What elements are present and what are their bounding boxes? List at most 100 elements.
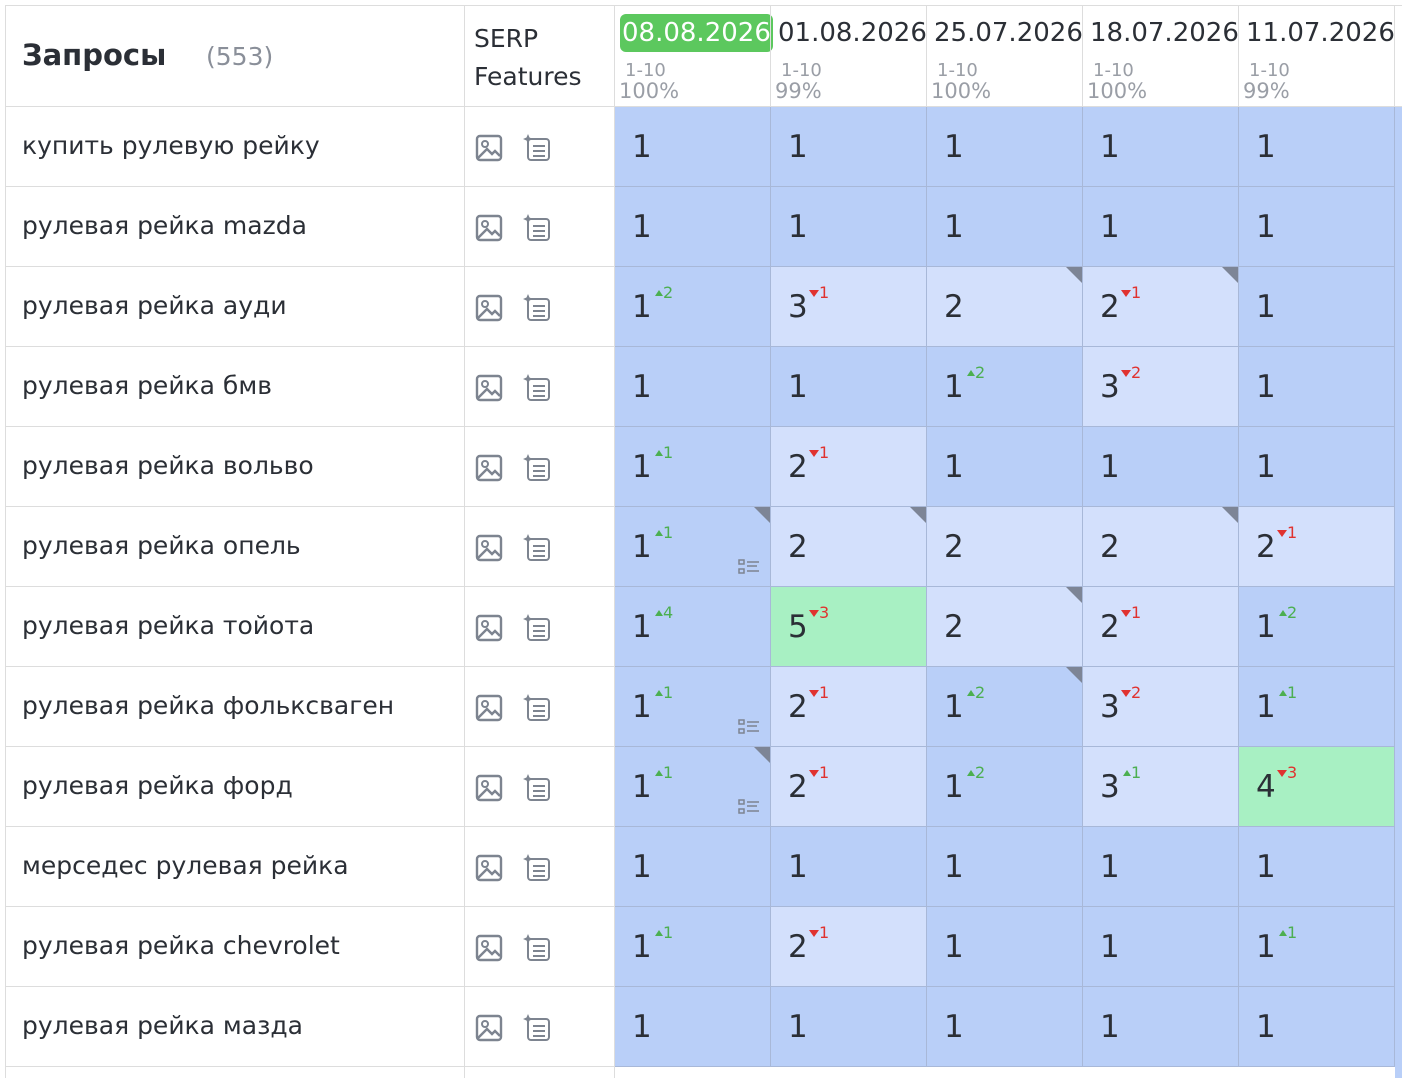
- row-border: [5, 426, 615, 427]
- position-cell: 2: [1083, 507, 1239, 587]
- ai-icon: [522, 452, 552, 486]
- position-cell: 1: [1239, 987, 1395, 1067]
- query: рулевая рейка тойота: [22, 611, 315, 640]
- position-cell: 1: [615, 827, 771, 907]
- change: 1: [663, 683, 674, 702]
- position: 1: [788, 209, 808, 245]
- ai-icon: [522, 212, 552, 246]
- position-cell: 2: [927, 587, 1083, 667]
- position: 2: [1100, 609, 1120, 645]
- ai-icon: [522, 532, 552, 566]
- position-cell: 1: [927, 827, 1083, 907]
- row-border: [5, 986, 615, 987]
- corner-flag: [754, 507, 770, 523]
- range: 1-10: [781, 60, 822, 81]
- range: 1-10: [1249, 60, 1290, 81]
- trend-arrow: [809, 770, 819, 777]
- date: 08.08.2026: [620, 14, 773, 52]
- position: 1: [1256, 369, 1276, 405]
- share: 100%: [619, 79, 680, 103]
- position-cell: 1: [1239, 347, 1395, 427]
- title: Запросы: [22, 38, 167, 72]
- serp-header: SERP Features: [474, 24, 582, 91]
- col-border: [770, 5, 771, 107]
- ai-icon: [522, 612, 552, 646]
- image-icon: [474, 373, 504, 407]
- left-border: [5, 5, 6, 1078]
- trend-arrow: [967, 690, 975, 696]
- position: 1: [1256, 609, 1276, 645]
- count: (553): [206, 42, 274, 71]
- position: 1: [1256, 929, 1276, 965]
- image-icon: [474, 613, 504, 647]
- position: 1: [632, 289, 652, 325]
- change: 1: [1287, 683, 1298, 702]
- trend-arrow: [967, 770, 975, 776]
- position-cell: 1: [927, 187, 1083, 267]
- corner-flag: [1222, 507, 1238, 523]
- position: 2: [944, 609, 964, 645]
- change: 2: [975, 683, 986, 702]
- position: 1: [944, 129, 964, 165]
- change: 1: [1287, 923, 1298, 942]
- position: 1: [944, 689, 964, 725]
- position: 2: [788, 449, 808, 485]
- position: 1: [1100, 129, 1120, 165]
- snippet-icon: [738, 799, 760, 819]
- position: 1: [632, 129, 652, 165]
- position-cell: 2: [927, 507, 1083, 587]
- position: 1: [944, 209, 964, 245]
- row-border: [5, 666, 615, 667]
- position: 1: [944, 1009, 964, 1045]
- position-cell: 1: [771, 347, 927, 427]
- position: 1: [788, 1009, 808, 1045]
- range: 1-10: [937, 60, 978, 81]
- image-icon: [474, 773, 504, 807]
- change: 1: [819, 443, 830, 462]
- position-cell: 1: [1083, 427, 1239, 507]
- corner-flag: [1066, 587, 1082, 603]
- range: 1-10: [1093, 60, 1134, 81]
- position: 1: [788, 369, 808, 405]
- image-icon: [474, 133, 504, 167]
- trend-arrow: [809, 690, 819, 697]
- position-cell: 1: [1239, 427, 1395, 507]
- position-cell: 1: [771, 827, 927, 907]
- query: рулевая рейка бмв: [22, 371, 272, 400]
- change: 1: [663, 763, 674, 782]
- corner-flag: [1222, 267, 1238, 283]
- position: 1: [1256, 849, 1276, 885]
- trend-arrow: [655, 770, 663, 776]
- ai-icon: [522, 772, 552, 806]
- change: 1: [819, 923, 830, 942]
- share: 100%: [1087, 79, 1148, 103]
- position: 1: [944, 769, 964, 805]
- change: 4: [663, 603, 674, 622]
- position-cell: 1: [927, 427, 1083, 507]
- date: 18.07.2026: [1090, 18, 1239, 48]
- position: 2: [1100, 529, 1120, 565]
- query: рулевая рейка chevrolet: [22, 931, 340, 960]
- position-cell: 1: [1083, 827, 1239, 907]
- position: 2: [1100, 289, 1120, 325]
- row-border: [5, 346, 615, 347]
- position-cell: 1: [927, 987, 1083, 1067]
- position: 3: [1100, 689, 1120, 725]
- position: 1: [1100, 929, 1120, 965]
- trend-arrow: [655, 450, 663, 456]
- trend-arrow: [655, 290, 663, 296]
- change: 1: [663, 443, 674, 462]
- position: 1: [1256, 449, 1276, 485]
- snippet-icon: [738, 559, 760, 579]
- position: 4: [1256, 769, 1276, 805]
- position: 1: [1100, 1009, 1120, 1045]
